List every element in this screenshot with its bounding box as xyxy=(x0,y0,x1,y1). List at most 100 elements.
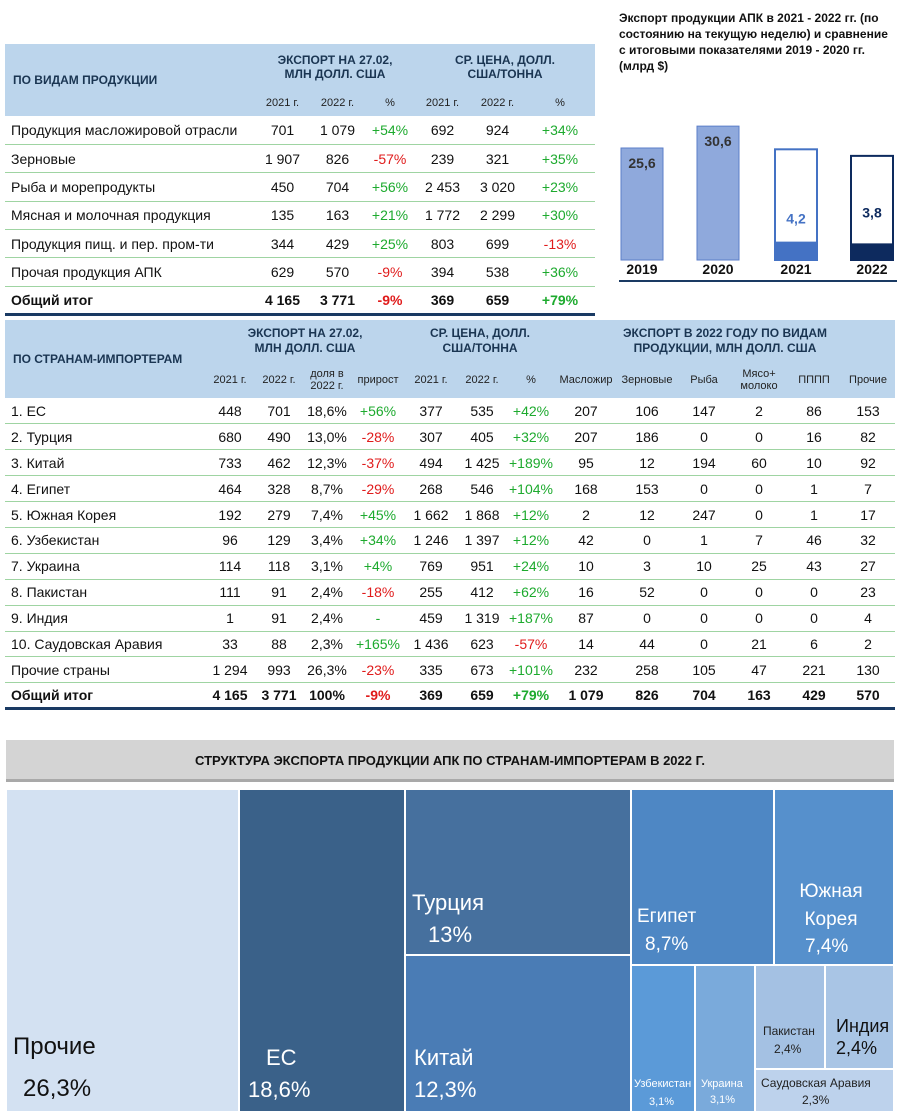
table-cell: 16 xyxy=(555,579,617,606)
table-cell: 27 xyxy=(841,553,895,580)
table-cell: +34% xyxy=(351,527,405,554)
table-cell: 232 xyxy=(555,656,617,684)
table-cell: 0 xyxy=(677,423,731,451)
table-cell: 377 xyxy=(405,398,457,425)
table-cell: -28% xyxy=(351,423,405,451)
table-row: 7. Украина 114 118 3,1% +4% 769 951 +24% 10 3 10 25… xyxy=(5,553,895,580)
table-cell: 100% xyxy=(303,682,351,711)
table-cell: 3 020 xyxy=(470,172,525,202)
table-row: Прочие страны 1 294 993 26,3% -23% 335 673 +101… xyxy=(5,656,895,684)
t2-subheader: 2022 г. xyxy=(457,362,507,398)
table-cell: 25 xyxy=(731,553,787,580)
export-bar-chart: Экспорт продукции АПК в 2021 - 2022 гг. … xyxy=(619,10,899,290)
table-cell: 2 xyxy=(555,501,617,528)
table-cell: 369 xyxy=(415,286,470,317)
table-cell: 369 xyxy=(405,682,457,711)
t2-subheader: 2021 г. xyxy=(405,362,457,398)
country-table: ПО СТРАНАМ-ИМПОРТЕРАМ ЭКСПОРТ НА 27.02, … xyxy=(5,320,895,711)
treemap-cell: Китай 12,3% xyxy=(405,955,631,1112)
t2-subheader: прирост xyxy=(351,362,405,398)
table-cell: -37% xyxy=(351,449,405,477)
table-cell: 153 xyxy=(841,398,895,425)
bar-2019 xyxy=(620,147,664,261)
table-cell: 207 xyxy=(555,423,617,451)
table-cell: +45% xyxy=(351,501,405,528)
table-cell: 43 xyxy=(787,553,841,580)
table-cell: 4 xyxy=(841,605,895,632)
treemap-cell: Украина 3,1% xyxy=(695,965,755,1112)
table-cell: 680 xyxy=(205,423,255,451)
bar-category-label: 2019 xyxy=(626,261,657,277)
table-cell: 0 xyxy=(787,605,841,632)
table-cell: 803 xyxy=(415,229,470,259)
table-cell: +79% xyxy=(525,286,595,317)
table-cell: 258 xyxy=(617,656,677,684)
t1-subheader: % xyxy=(365,90,415,116)
table-cell: 18,6% xyxy=(303,398,351,425)
table-cell: +187% xyxy=(507,605,555,632)
treemap-cell: Египет 8,7% xyxy=(631,789,774,965)
table-cell: 32 xyxy=(841,527,895,554)
table-cell: 14 xyxy=(555,631,617,658)
treemap-cell-name: Прочие xyxy=(13,1033,96,1060)
table-cell: 153 xyxy=(617,475,677,503)
treemap-cell-value: 13% xyxy=(428,922,473,947)
table-cell: 0 xyxy=(677,475,731,503)
table-cell: 86 xyxy=(787,398,841,425)
t2-subheader: % xyxy=(507,362,555,398)
table-cell: 60 xyxy=(731,449,787,477)
table-cell: 2 xyxy=(731,398,787,425)
table-cell: 168 xyxy=(555,475,617,503)
table-row: 6. Узбекистан 96 129 3,4% +34% 1 246 1 397 +12%… xyxy=(5,527,895,554)
treemap-cell-value: 2,4% xyxy=(836,1038,878,1058)
table-cell: 570 xyxy=(310,257,365,287)
table-cell: 1 294 xyxy=(205,656,255,684)
treemap-cell: Южная Корея 7,4% xyxy=(774,789,894,965)
table-cell: 3 771 xyxy=(255,682,303,711)
table-row: 9. Индия 1 91 2,4% -459 1 319 +187% 87 0 0 0 0 4 xyxy=(5,605,895,632)
table-cell: 114 xyxy=(205,553,255,580)
table-cell: 10 xyxy=(787,449,841,477)
table-cell: 344 xyxy=(255,229,310,259)
t1-row-header: ПО ВИДАМ ПРОДУКЦИИ xyxy=(5,44,255,116)
treemap-cell-name: Турция xyxy=(412,890,484,915)
table-cell: 192 xyxy=(205,501,255,528)
treemap-cell-name: Саудовская Аравия xyxy=(761,1076,871,1090)
row-label: Продукция масложировой отрасли xyxy=(5,116,255,145)
table-cell: 17 xyxy=(841,501,895,528)
t2-subheader: 2021 г. xyxy=(205,362,255,398)
table-cell: 12,3% xyxy=(303,449,351,477)
row-label: 6. Узбекистан xyxy=(5,527,205,554)
table-row: Продукция масложировой отрасли 701 1 079 +5… xyxy=(5,116,595,145)
bar-current-2021 xyxy=(775,241,817,260)
table-row: 2. Турция 680 490 13,0% -28% 307 405 +32% 207 186… xyxy=(5,423,895,451)
table-cell: 1 319 xyxy=(457,605,507,632)
treemap-cell-name: Китай xyxy=(414,1045,474,1070)
table-row: Мясная и молочная продукция 135 163 +21% 1 7… xyxy=(5,201,595,231)
table-cell: +189% xyxy=(507,449,555,477)
table-cell: +79% xyxy=(507,682,555,711)
treemap-cell-name: Египет xyxy=(637,906,697,927)
table-cell: +101% xyxy=(507,656,555,684)
table-cell: 659 xyxy=(457,682,507,711)
table-cell: +4% xyxy=(351,553,405,580)
table-cell: 12 xyxy=(617,449,677,477)
table-cell: -18% xyxy=(351,579,405,606)
table-cell: 701 xyxy=(255,398,303,425)
table-cell: 1 868 xyxy=(457,501,507,528)
table-row: Прочая продукция АПК 629 570 -9% 394 538 +36% xyxy=(5,257,595,287)
bar-value-label: 3,8 xyxy=(862,204,882,220)
table-cell: 2 453 xyxy=(415,172,470,202)
t2-subheader: Масложир xyxy=(555,362,617,398)
treemap-cell-name: ЕС xyxy=(266,1045,297,1070)
table-cell: 0 xyxy=(787,579,841,606)
table-cell: 826 xyxy=(617,682,677,711)
table-cell: 733 xyxy=(205,449,255,477)
table-cell: 8,7% xyxy=(303,475,351,503)
table-cell: 16 xyxy=(787,423,841,451)
t2-group-products: ЭКСПОРТ В 2022 ГОДУ ПО ВИДАМ ПРОДУКЦИИ, … xyxy=(555,320,895,362)
treemap-cell-name: Пакистан xyxy=(763,1024,815,1038)
table-cell: 1 425 xyxy=(457,449,507,477)
treemap-cell-value: 3,1% xyxy=(710,1094,736,1106)
treemap-cell-value: 18,6% xyxy=(248,1077,311,1102)
